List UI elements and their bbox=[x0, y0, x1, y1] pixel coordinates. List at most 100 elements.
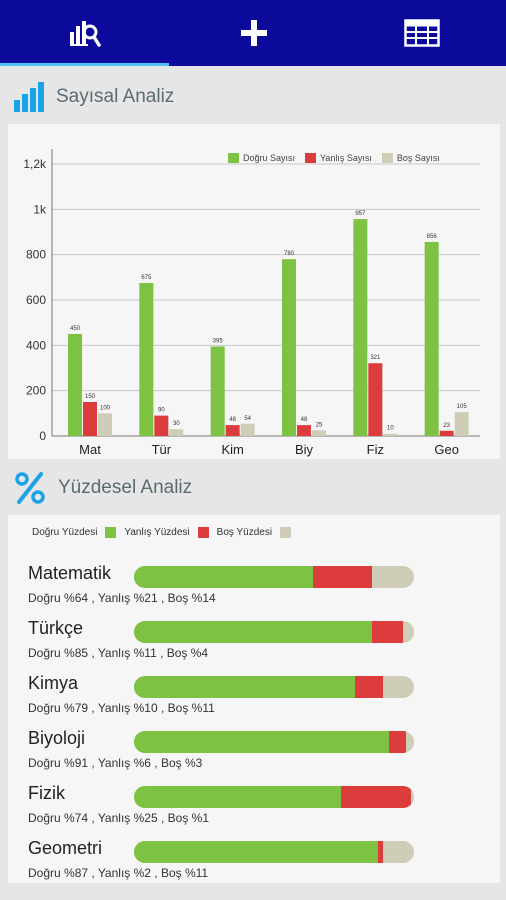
legend-blank-count: Boş Sayısı bbox=[381, 153, 440, 163]
y-tick-label: 200 bbox=[26, 384, 46, 398]
percent-card: Doğru Yüzdesi Yanlış Yüzdesi Boş Yüzdesi… bbox=[8, 515, 500, 883]
percent-section-title: Yüzdesel Analiz bbox=[58, 477, 193, 498]
legend-correct-count: Doğru Sayısı bbox=[228, 153, 295, 163]
subject-name: Geometri bbox=[28, 838, 103, 858]
chart-bar bbox=[98, 413, 112, 436]
correct-segment bbox=[134, 841, 378, 863]
legend-wrong-percent-label: Yanlış Yüzdesi bbox=[124, 527, 190, 538]
legend-label: Doğru Sayısı bbox=[243, 153, 296, 163]
wrong-segment bbox=[341, 786, 412, 808]
bar-chart-icon bbox=[14, 82, 44, 112]
legend-swatch bbox=[381, 153, 393, 163]
top-tab-bar bbox=[0, 0, 506, 66]
legend-correct-percent-label: Doğru Yüzdesi bbox=[32, 527, 98, 538]
bar-data-label: 150 bbox=[85, 394, 96, 400]
chart-legend: Doğru Sayısı Yanlış Sayısı Boş Sayısı bbox=[228, 153, 440, 163]
percent-bar bbox=[134, 621, 414, 643]
numeric-section-header: Sayısal Analiz bbox=[0, 72, 506, 122]
chart-bar bbox=[169, 429, 184, 436]
percent-bar bbox=[134, 566, 414, 588]
chart-bar bbox=[83, 402, 97, 436]
y-tick-label: 800 bbox=[26, 248, 46, 262]
numeric-section-title: Sayısal Analiz bbox=[56, 86, 175, 107]
subject-name: Kimya bbox=[28, 673, 79, 693]
tab-analysis[interactable] bbox=[0, 0, 169, 66]
bar-data-label: 321 bbox=[370, 355, 381, 361]
percent-icon bbox=[15, 472, 45, 504]
bar-data-label: 90 bbox=[158, 408, 165, 414]
chart-bar bbox=[210, 346, 225, 436]
subject-detail: Doğru %91 , Yanlış %6 , Boş %3 bbox=[28, 756, 203, 770]
correct-segment bbox=[134, 621, 372, 643]
subject-name: Biyoloji bbox=[28, 728, 86, 748]
bar-data-label: 10 bbox=[387, 426, 394, 432]
analysis-icon bbox=[69, 21, 101, 47]
chart-bar bbox=[225, 425, 240, 436]
y-tick-label: 1,2k bbox=[23, 157, 47, 171]
bar-data-label: 395 bbox=[213, 338, 224, 344]
y-tick-label: 0 bbox=[39, 429, 46, 443]
correct-segment bbox=[134, 566, 314, 588]
bar-data-label: 856 bbox=[427, 234, 438, 240]
chart-bar bbox=[282, 259, 296, 436]
legend-swatch bbox=[105, 527, 117, 538]
legend-swatch bbox=[280, 527, 292, 538]
bar-data-label: 780 bbox=[284, 251, 295, 257]
x-tick-label: Geo bbox=[434, 442, 459, 457]
chart-bar bbox=[240, 423, 255, 436]
y-tick-label: 400 bbox=[26, 338, 46, 352]
subject-detail: Doğru %87 , Yanlış %2 , Boş %11 bbox=[28, 866, 209, 880]
active-tab-indicator bbox=[0, 63, 169, 66]
correct-segment bbox=[134, 731, 389, 753]
chart-bar bbox=[154, 415, 169, 436]
subject-name: Fizik bbox=[28, 783, 65, 803]
chart-bar bbox=[68, 334, 82, 436]
percent-legend: Doğru Yüzdesi Yanlış Yüzdesi Boş Yüzdesi bbox=[32, 527, 292, 538]
bar-data-label: 48 bbox=[301, 417, 308, 423]
bar-data-label: 54 bbox=[244, 416, 251, 422]
chart-bar bbox=[297, 425, 311, 436]
bar-data-label: 23 bbox=[443, 423, 450, 429]
bar-data-label: 105 bbox=[457, 404, 468, 410]
legend-blank-percent-label: Boş Yüzdesi bbox=[216, 527, 273, 538]
percent-bar bbox=[134, 786, 414, 808]
subject-detail: Doğru %79 , Yanlış %10 , Boş %11 bbox=[28, 701, 215, 715]
legend-wrong-count: Yanlış Sayısı bbox=[305, 153, 372, 163]
chart-bar bbox=[368, 363, 383, 436]
tab-add[interactable] bbox=[169, 0, 338, 66]
x-tick-label: Tür bbox=[152, 442, 172, 457]
subject-name: Matematik bbox=[28, 563, 112, 583]
chart-bar bbox=[312, 430, 326, 436]
subject-detail: Doğru %64 , Yanlış %21 , Boş %14 bbox=[28, 591, 216, 605]
wrong-segment bbox=[355, 676, 384, 698]
bar-data-label: 25 bbox=[316, 422, 323, 428]
percent-section-header: Yüzdesel Analiz bbox=[0, 463, 506, 513]
numeric-chart-card: 0 200 400 600 800 1k 1,2k 450 150 100 Mat 675 90 30 Tü… bbox=[8, 124, 500, 459]
x-tick-label: Biy bbox=[295, 442, 314, 457]
numeric-bar-chart: 0 200 400 600 800 1k 1,2k 450 150 100 Mat 675 90 30 Tü… bbox=[23, 149, 480, 457]
bar-data-label: 100 bbox=[100, 405, 111, 411]
chart-bar bbox=[454, 412, 469, 436]
legend-label: Yanlış Sayısı bbox=[320, 153, 372, 163]
subject-detail: Doğru %74 , Yanlış %25 , Boş %1 bbox=[28, 811, 209, 825]
chart-bar bbox=[383, 433, 398, 436]
chart-bar bbox=[353, 219, 368, 436]
plus-icon bbox=[240, 20, 267, 46]
chart-bar bbox=[139, 283, 154, 436]
subject-name: Türkçe bbox=[28, 618, 84, 638]
x-tick-label: Kim bbox=[221, 442, 243, 457]
legend-swatch bbox=[197, 527, 209, 538]
bar-data-label: 957 bbox=[355, 211, 366, 217]
y-tick-label: 600 bbox=[26, 293, 46, 307]
legend-swatch bbox=[228, 153, 239, 163]
wrong-segment bbox=[388, 731, 406, 753]
table-icon bbox=[404, 19, 440, 47]
bar-data-label: 675 bbox=[141, 275, 152, 281]
legend-swatch bbox=[305, 153, 317, 163]
y-tick-label: 1k bbox=[33, 202, 47, 216]
percent-bar bbox=[134, 731, 414, 753]
legend-label: Boş Sayısı bbox=[396, 153, 440, 163]
tab-table[interactable] bbox=[338, 0, 506, 66]
x-tick-label: Mat bbox=[79, 442, 101, 457]
bar-data-label: 48 bbox=[229, 417, 236, 423]
